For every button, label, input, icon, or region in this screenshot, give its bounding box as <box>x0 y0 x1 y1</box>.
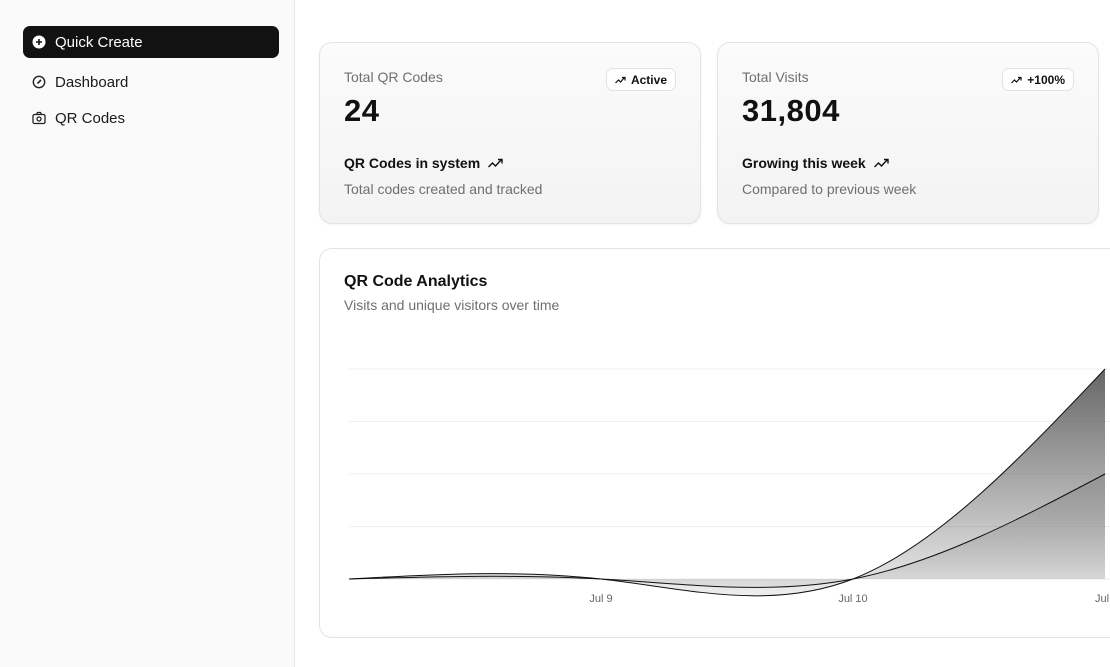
card-label: Total QR Codes <box>344 69 443 85</box>
quick-create-button[interactable]: Quick Create <box>23 26 279 58</box>
x-tick-label: Jul <box>1095 593 1109 605</box>
status-badge: Active <box>605 68 676 91</box>
change-badge: +100% <box>1002 68 1074 91</box>
total-qr-codes-card: Total QR Codes 24 Active QR Codes in sys… <box>319 42 701 224</box>
card-subtext: Compared to previous week <box>742 181 917 197</box>
series-line <box>348 473 1106 588</box>
analytics-card: QR Code Analytics Visits and unique visi… <box>319 248 1110 638</box>
card-subtext: Total codes created and tracked <box>344 181 543 197</box>
camera-icon <box>32 111 46 125</box>
sidebar: Quick Create Dashboard QR Codes <box>0 0 295 667</box>
x-tick-label: Jul 9 <box>589 593 612 605</box>
nav-label: QR Codes <box>55 109 126 127</box>
series-line <box>348 368 1106 597</box>
chart-subtitle: Visits and unique visitors over time <box>344 297 560 313</box>
nav-label: Dashboard <box>55 73 129 91</box>
card-footer: Growing this week <box>742 155 889 171</box>
card-value: 31,804 <box>742 93 840 128</box>
gauge-icon <box>32 75 46 89</box>
badge-text: Active <box>630 72 667 87</box>
x-tick-label: Jul 10 <box>838 593 867 605</box>
card-label: Total Visits <box>742 69 809 85</box>
badge-text: +100% <box>1027 72 1065 87</box>
card-footer: QR Codes in system <box>344 155 503 171</box>
area-chart: Jul 9 Jul 10 Jul <box>348 368 1110 605</box>
chart-title: QR Code Analytics <box>344 273 488 290</box>
trending-up-icon <box>488 158 503 168</box>
trending-up-icon <box>873 158 889 168</box>
sidebar-item-qr-codes[interactable]: QR Codes <box>23 102 279 134</box>
series-area <box>349 474 1105 588</box>
total-visits-card: Total Visits 31,804 +100% Growing this w… <box>717 42 1099 224</box>
nav-label: Quick Create <box>55 33 143 51</box>
trending-up-icon <box>1011 76 1022 83</box>
footer-text: Growing this week <box>742 155 866 171</box>
card-value: 24 <box>344 93 380 128</box>
footer-text: QR Codes in system <box>344 155 481 171</box>
trending-up-icon <box>615 76 626 83</box>
sidebar-item-dashboard[interactable]: Dashboard <box>23 66 279 98</box>
plus-circle-icon <box>32 35 46 49</box>
